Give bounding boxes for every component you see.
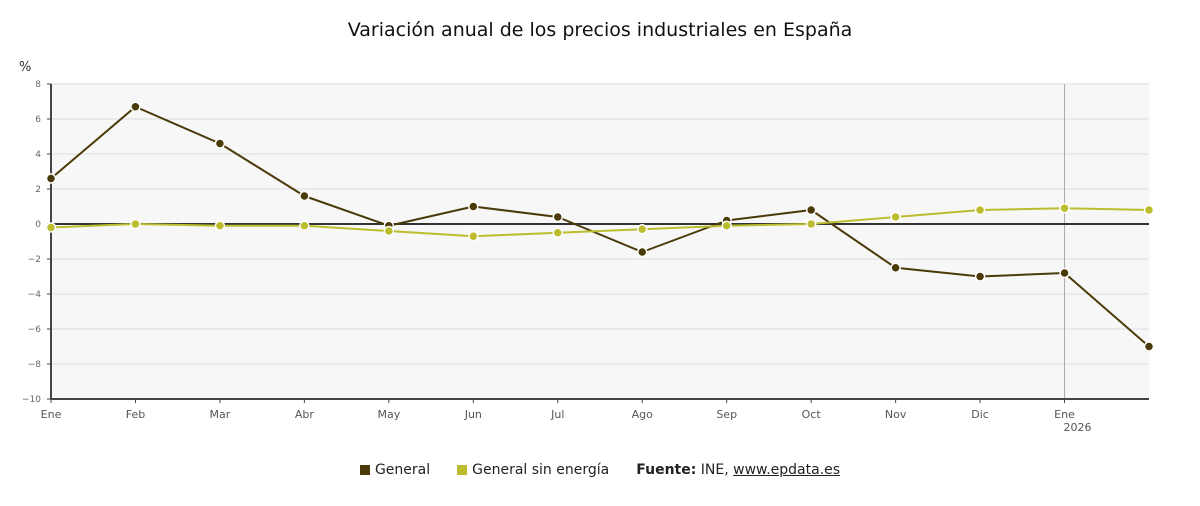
x-tick-label: Oct bbox=[802, 408, 822, 421]
x-tick-label: Ago bbox=[632, 408, 654, 421]
chart-title: Variación anual de los precios industria… bbox=[347, 19, 853, 41]
data-point-general-sin-energia bbox=[130, 218, 141, 230]
data-point-general bbox=[1143, 341, 1155, 352]
source-label: Fuente: bbox=[636, 462, 697, 478]
data-point-general-sin-energia bbox=[383, 225, 395, 237]
gridlines bbox=[51, 83, 1149, 365]
y-axis-ticks: −10 −8 −6 −4 −2 0 2 4 6 8 bbox=[22, 80, 51, 405]
data-point-general bbox=[214, 138, 226, 149]
data-point-general-sin-energia bbox=[721, 220, 732, 231]
x-year-label: 2026 bbox=[1064, 421, 1092, 434]
data-point-general-sin-energia bbox=[1143, 204, 1155, 216]
data-point-general bbox=[552, 211, 564, 223]
data-point-general-sin-energia bbox=[974, 204, 986, 216]
source-link[interactable]: www.epdata.es bbox=[733, 462, 841, 478]
x-tick-label: Ene bbox=[1054, 408, 1075, 421]
x-tick-label: Ene bbox=[41, 408, 62, 421]
y-tick-label: −6 bbox=[28, 325, 42, 335]
data-point-general bbox=[130, 101, 141, 112]
data-point-general bbox=[299, 190, 310, 202]
x-tick-label: Abr bbox=[295, 408, 315, 421]
x-tick-label: Sep bbox=[716, 408, 737, 421]
series-group bbox=[45, 101, 1155, 352]
data-point-general-sin-energia bbox=[299, 220, 310, 231]
x-axis-ticks: Ene Feb Mar Abr May Jun Jul Ago Sep Oct Nov Dic Ene2… bbox=[41, 399, 1092, 434]
y-tick-label: 0 bbox=[35, 220, 41, 230]
x-tick-label: Dic bbox=[971, 408, 989, 421]
data-point-general bbox=[636, 246, 648, 258]
legend-item-general-sin-energia[interactable]: General sin energía bbox=[457, 462, 609, 478]
data-point-general bbox=[45, 173, 57, 184]
data-point-general-sin-energia bbox=[1059, 203, 1070, 214]
data-point-general bbox=[805, 204, 817, 216]
data-point-general-sin-energia bbox=[890, 211, 901, 223]
series-general-sin-energia bbox=[45, 203, 1155, 242]
legend-swatch-general-sin-energia bbox=[457, 465, 468, 475]
x-tick-label: Jul bbox=[550, 408, 564, 421]
data-point-general-sin-energia bbox=[45, 222, 57, 233]
series-general bbox=[45, 101, 1155, 352]
legend-swatch-general bbox=[359, 465, 370, 475]
legend-label-general-sin-energia: General sin energía bbox=[472, 462, 610, 478]
series-line-general-sin-energia bbox=[50, 207, 1150, 238]
data-point-general bbox=[468, 201, 479, 212]
y-axis-unit-label: % bbox=[19, 60, 32, 75]
y-tick-label: 4 bbox=[35, 150, 41, 160]
source-credit: Fuente: INE, www.epdata.es bbox=[636, 462, 840, 478]
x-tick-label: Feb bbox=[126, 408, 145, 421]
data-point-general-sin-energia bbox=[214, 220, 226, 231]
data-point-general-sin-energia bbox=[636, 224, 648, 235]
y-tick-label: 8 bbox=[35, 80, 41, 90]
y-tick-label: −2 bbox=[28, 255, 41, 265]
data-point-general-sin-energia bbox=[805, 218, 817, 230]
legend-label-general: General bbox=[374, 462, 431, 478]
data-point-general bbox=[890, 262, 901, 273]
y-tick-label: 2 bbox=[35, 185, 41, 195]
legend-item-general[interactable]: General bbox=[359, 462, 431, 478]
legend: General General sin energía Fuente: INE,… bbox=[0, 462, 1200, 478]
data-point-general bbox=[974, 271, 986, 282]
x-tick-label: Jun bbox=[464, 408, 482, 421]
data-point-general-sin-energia bbox=[552, 227, 564, 238]
x-tick-label: Mar bbox=[210, 408, 231, 421]
x-tick-label: May bbox=[377, 408, 400, 421]
y-tick-label: 6 bbox=[35, 115, 41, 125]
y-tick-label: −4 bbox=[28, 290, 42, 300]
x-tick-label: Nov bbox=[885, 408, 907, 421]
plot-background bbox=[51, 84, 1149, 399]
series-line-general bbox=[50, 105, 1150, 348]
source-text: INE, bbox=[696, 462, 734, 478]
data-point-general bbox=[1059, 267, 1070, 279]
y-tick-label: −8 bbox=[28, 360, 42, 370]
data-point-general-sin-energia bbox=[468, 231, 479, 242]
y-tick-label: −10 bbox=[22, 395, 41, 405]
